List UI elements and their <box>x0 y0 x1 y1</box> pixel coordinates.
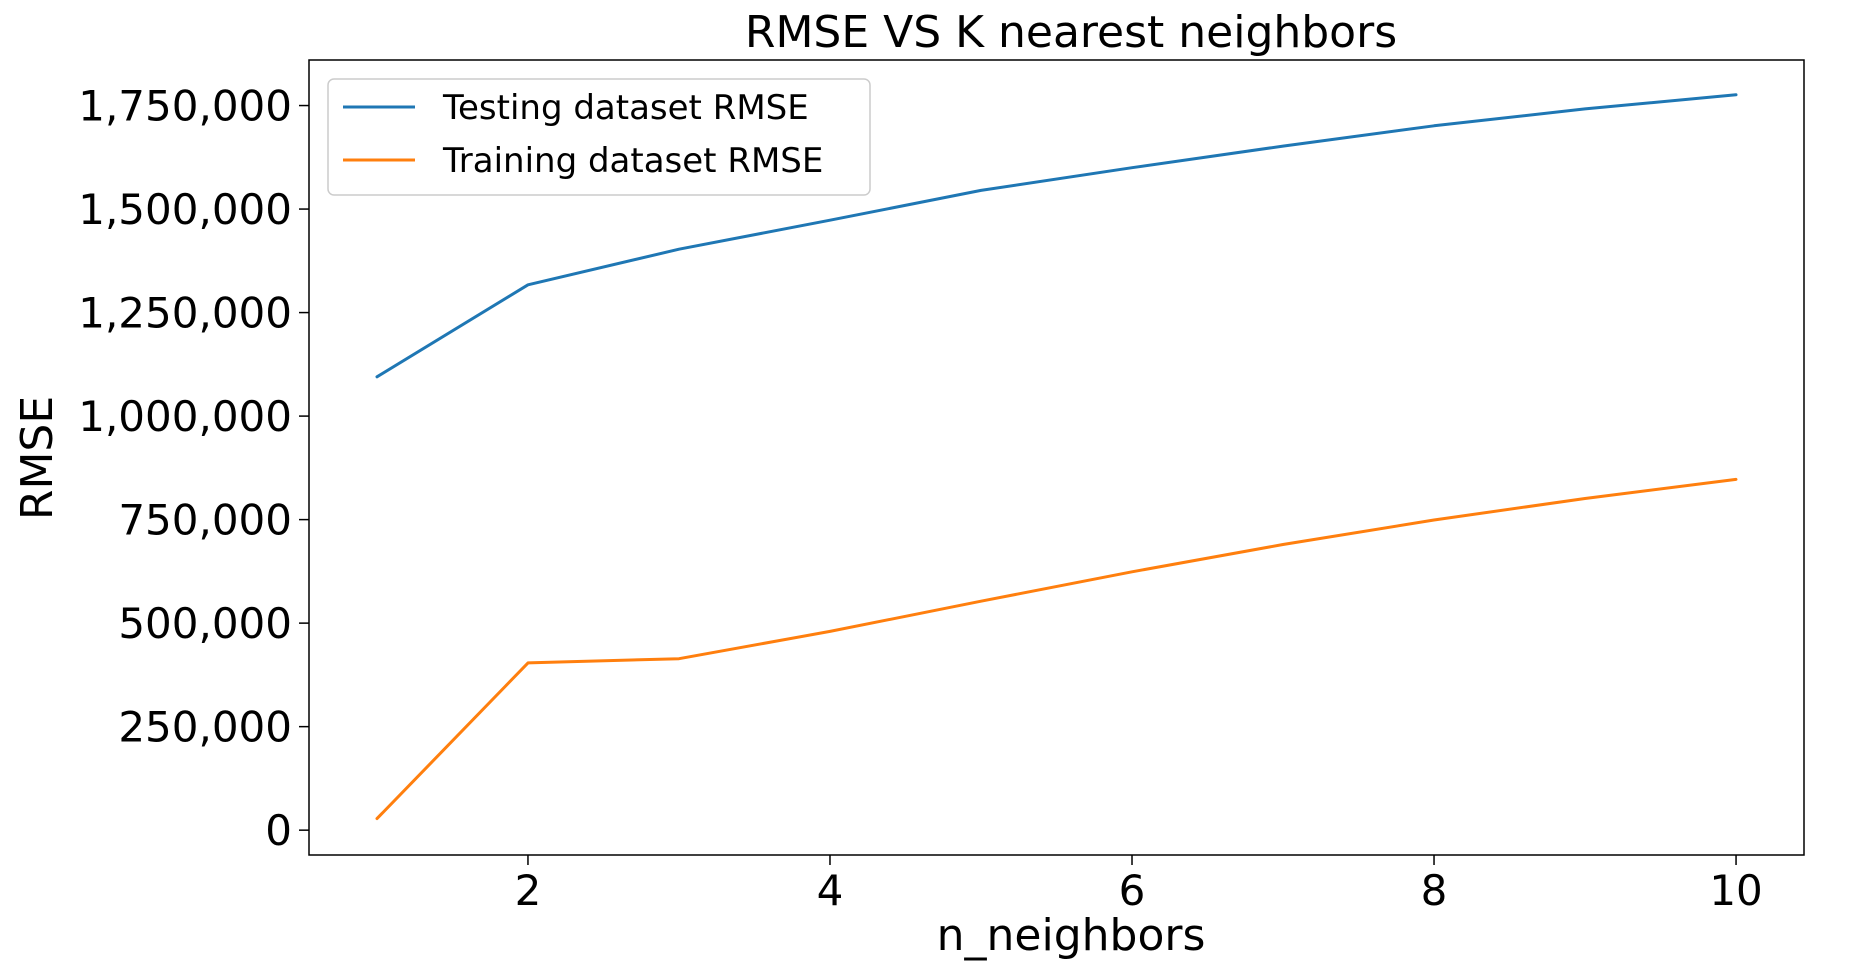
y-tick-label: 1,500,000 <box>78 185 292 234</box>
y-tick-label: 250,000 <box>118 703 292 752</box>
x-tick-label: 8 <box>1421 866 1448 915</box>
x-axis: 2 4 6 8 10 <box>515 855 1763 915</box>
plot-area <box>308 59 1805 856</box>
x-tick-label: 6 <box>1119 866 1146 915</box>
chart-title: RMSE VS K nearest neighbors <box>745 7 1397 58</box>
legend-frame <box>327 78 871 196</box>
legend-label-testing: Testing dataset RMSE <box>442 88 809 128</box>
legend-label-training: Training dataset RMSE <box>442 141 823 181</box>
y-tick-label: 1,250,000 <box>78 289 292 338</box>
legend: Testing dataset RMSE Training dataset RM… <box>327 78 871 196</box>
y-tick-label: 1,750,000 <box>78 82 292 131</box>
y-tick-label: 1,000,000 <box>78 392 292 441</box>
y-tick-label: 750,000 <box>118 496 292 545</box>
series-line-testing <box>375 93 1738 379</box>
y-axis-label: RMSE <box>12 396 63 520</box>
series-line-training <box>375 477 1738 821</box>
x-tick-label: 4 <box>817 866 844 915</box>
x-axis-label: n_neighbors <box>937 910 1206 961</box>
plot-frame <box>308 59 1805 856</box>
y-tick-label: 500,000 <box>118 599 292 648</box>
series-lines <box>375 93 1738 821</box>
y-tick-label: 0 <box>265 806 292 855</box>
y-axis: 0 250,000 500,000 750,000 1,000,000 1,250,000… <box>78 82 309 855</box>
x-tick-label: 10 <box>1709 866 1762 915</box>
x-tick-label: 2 <box>515 866 542 915</box>
